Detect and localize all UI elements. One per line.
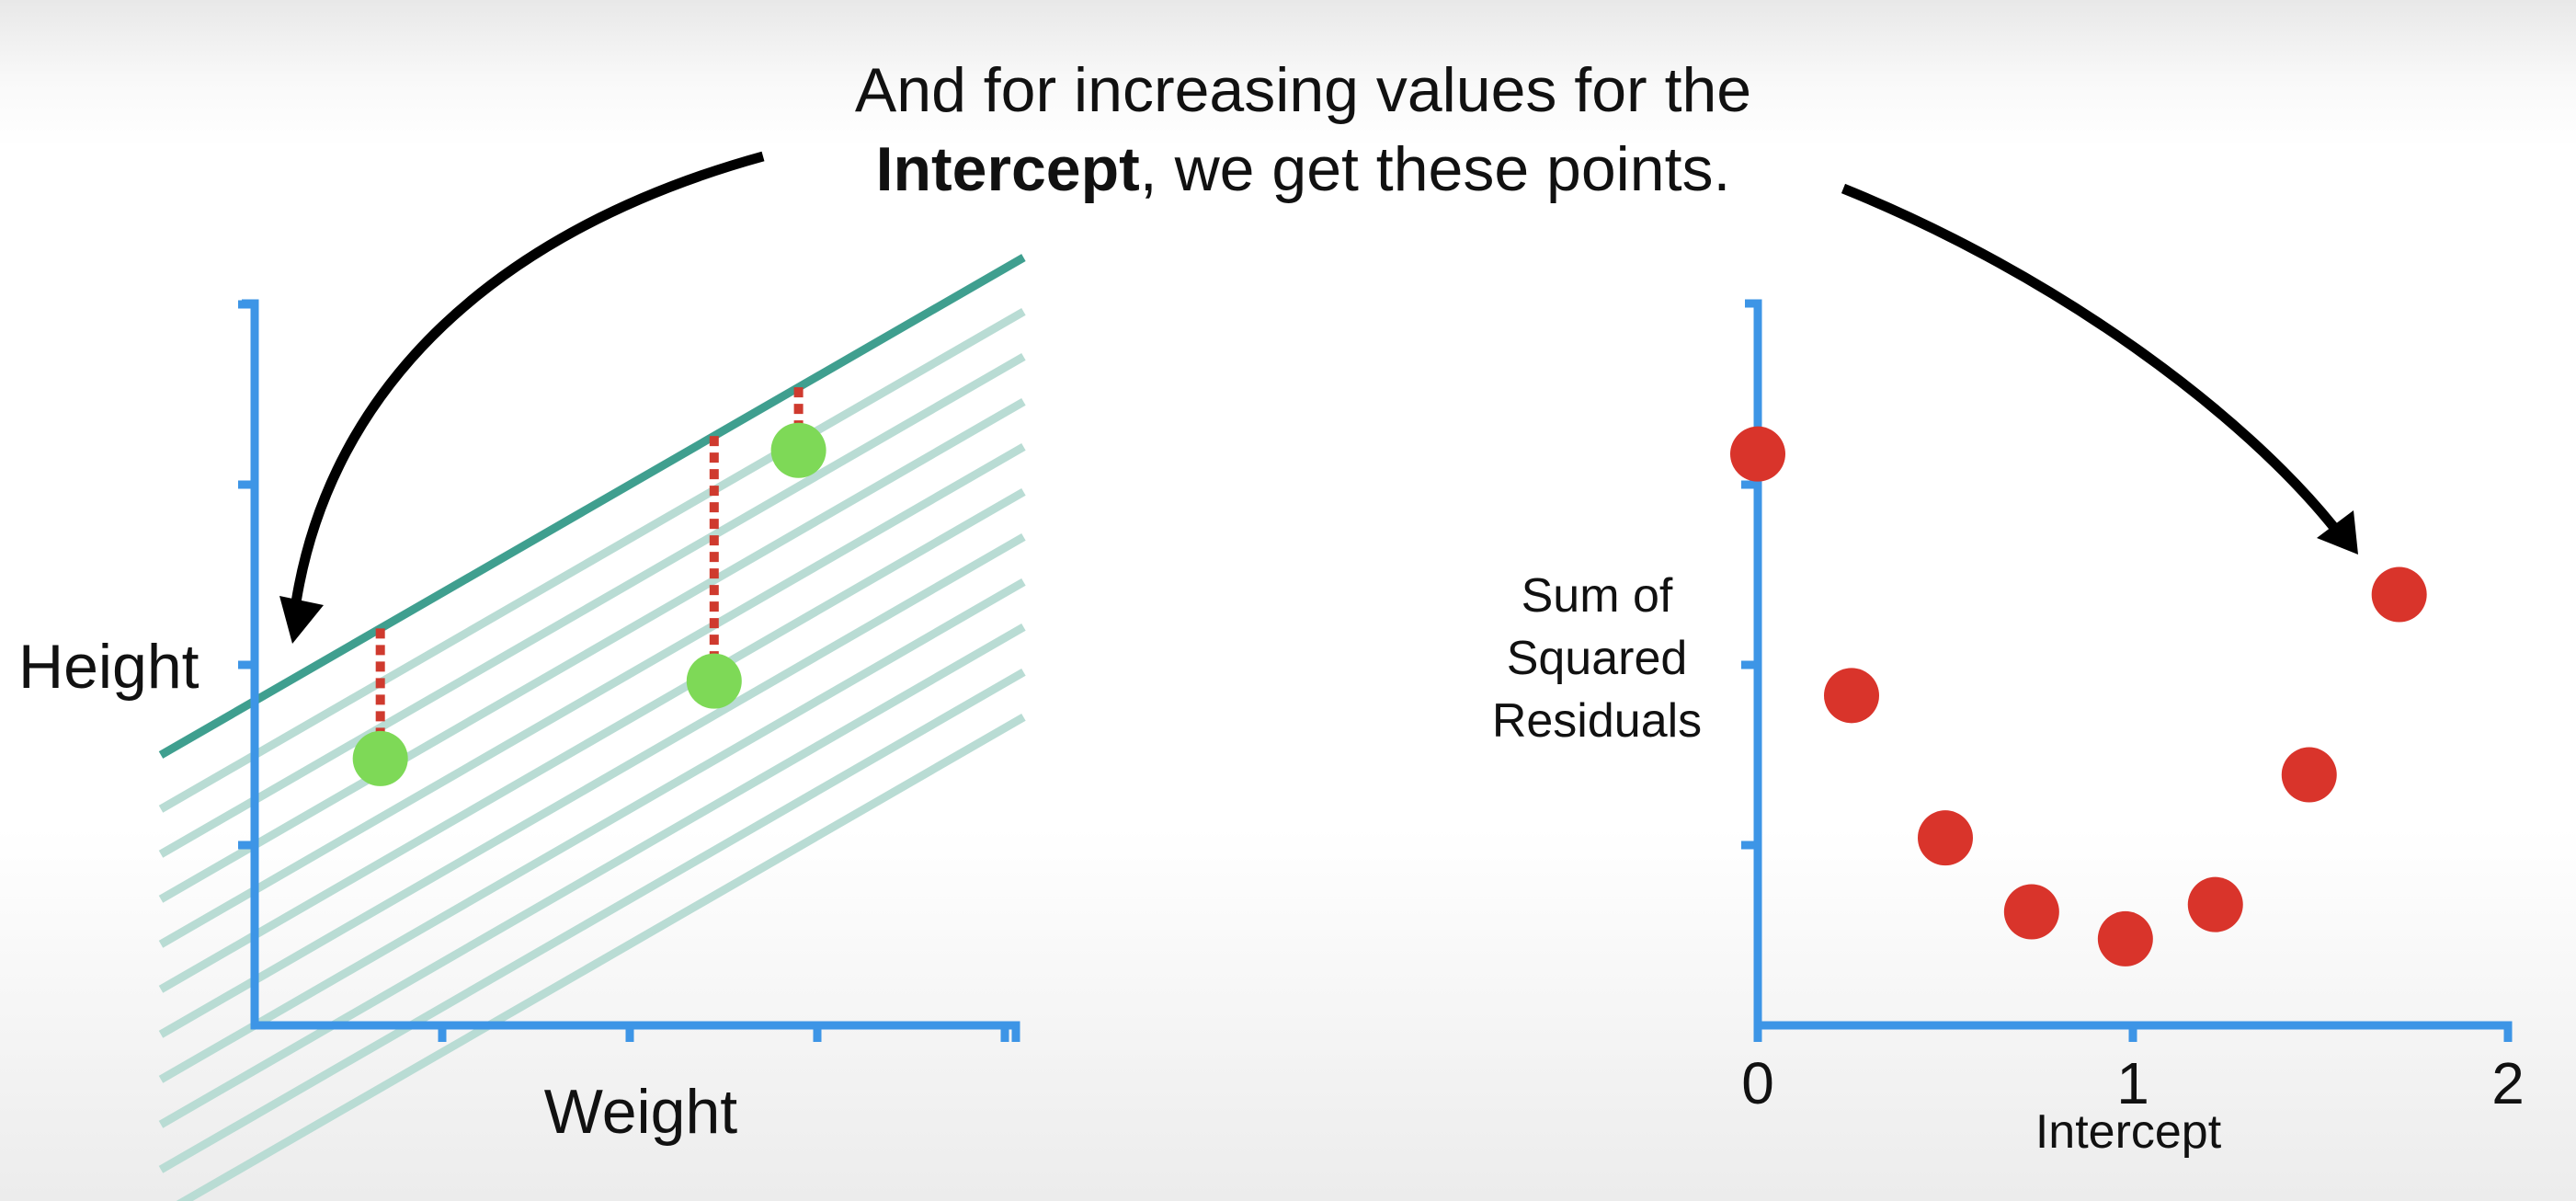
ssr-point-5 (2187, 876, 2243, 932)
y-axis-label-line-3: Residuals (1492, 694, 1702, 748)
y-axis-label-line-2: Squared (1507, 632, 1688, 685)
faded-line-4 (158, 487, 1026, 993)
caption-line-2: Intercept, we get these points. (644, 130, 1963, 209)
ssr-point-1 (1824, 668, 1879, 724)
left-arrow-curve (291, 151, 765, 603)
caption: And for increasing values for the Interc… (644, 51, 1963, 209)
right-axes-group (1741, 299, 2513, 1042)
x-tick-label-1: 1 (2116, 1050, 2149, 1116)
ssr-point-0 (1730, 426, 1785, 482)
faded-line-5 (158, 532, 1026, 1038)
caption-line-1: And for increasing values for the (854, 55, 1752, 125)
faded-line-1 (158, 352, 1026, 858)
faded-lines-group (158, 307, 1026, 1201)
x-tick-label-2: 2 (2491, 1050, 2525, 1116)
y-axis-label-height: Height (18, 632, 199, 702)
left-axes-group (238, 299, 1020, 1042)
faded-line-3 (158, 442, 1026, 948)
caption-rest: , we get these points. (1139, 134, 1731, 204)
annotation-arrows (279, 151, 2358, 644)
y-axis-label-line-1: Sum of (1522, 569, 1673, 623)
green-point-0 (352, 730, 408, 786)
faded-line-6 (158, 578, 1026, 1083)
left-arrowhead-icon (279, 596, 324, 644)
ssr-point-4 (2097, 910, 2153, 967)
faded-line-7 (158, 623, 1026, 1128)
right-arrowhead-icon (2317, 510, 2358, 555)
ssr-point-2 (1918, 810, 1973, 866)
x-tick-label-0: 0 (1741, 1050, 1774, 1116)
caption-bold-word: Intercept (875, 134, 1140, 204)
weight-height-chart: Weight Height (18, 254, 1026, 1201)
right-arrow-curve (1841, 183, 2340, 532)
faded-line-8 (158, 668, 1026, 1173)
x-axis-label-intercept: Intercept (2035, 1105, 2222, 1159)
green-points-group (352, 422, 826, 786)
green-point-2 (770, 422, 826, 478)
ssr-point-6 (2281, 747, 2337, 803)
green-point-1 (686, 653, 742, 709)
ssr-point-3 (2003, 884, 2059, 940)
ssr-point-7 (2371, 566, 2427, 623)
faded-line-2 (158, 397, 1026, 903)
faded-line-0 (158, 307, 1026, 813)
ssr-chart: 0 1 2 Intercept Sum of Squared Residuals (1492, 299, 2525, 1159)
x-axis-label-weight: Weight (544, 1077, 738, 1147)
right-tick-labels-group: 0 1 2 (1741, 1050, 2525, 1116)
faded-line-9 (176, 713, 1026, 1201)
fitted-line (158, 254, 1026, 759)
ssr-points-group (1730, 426, 2427, 967)
